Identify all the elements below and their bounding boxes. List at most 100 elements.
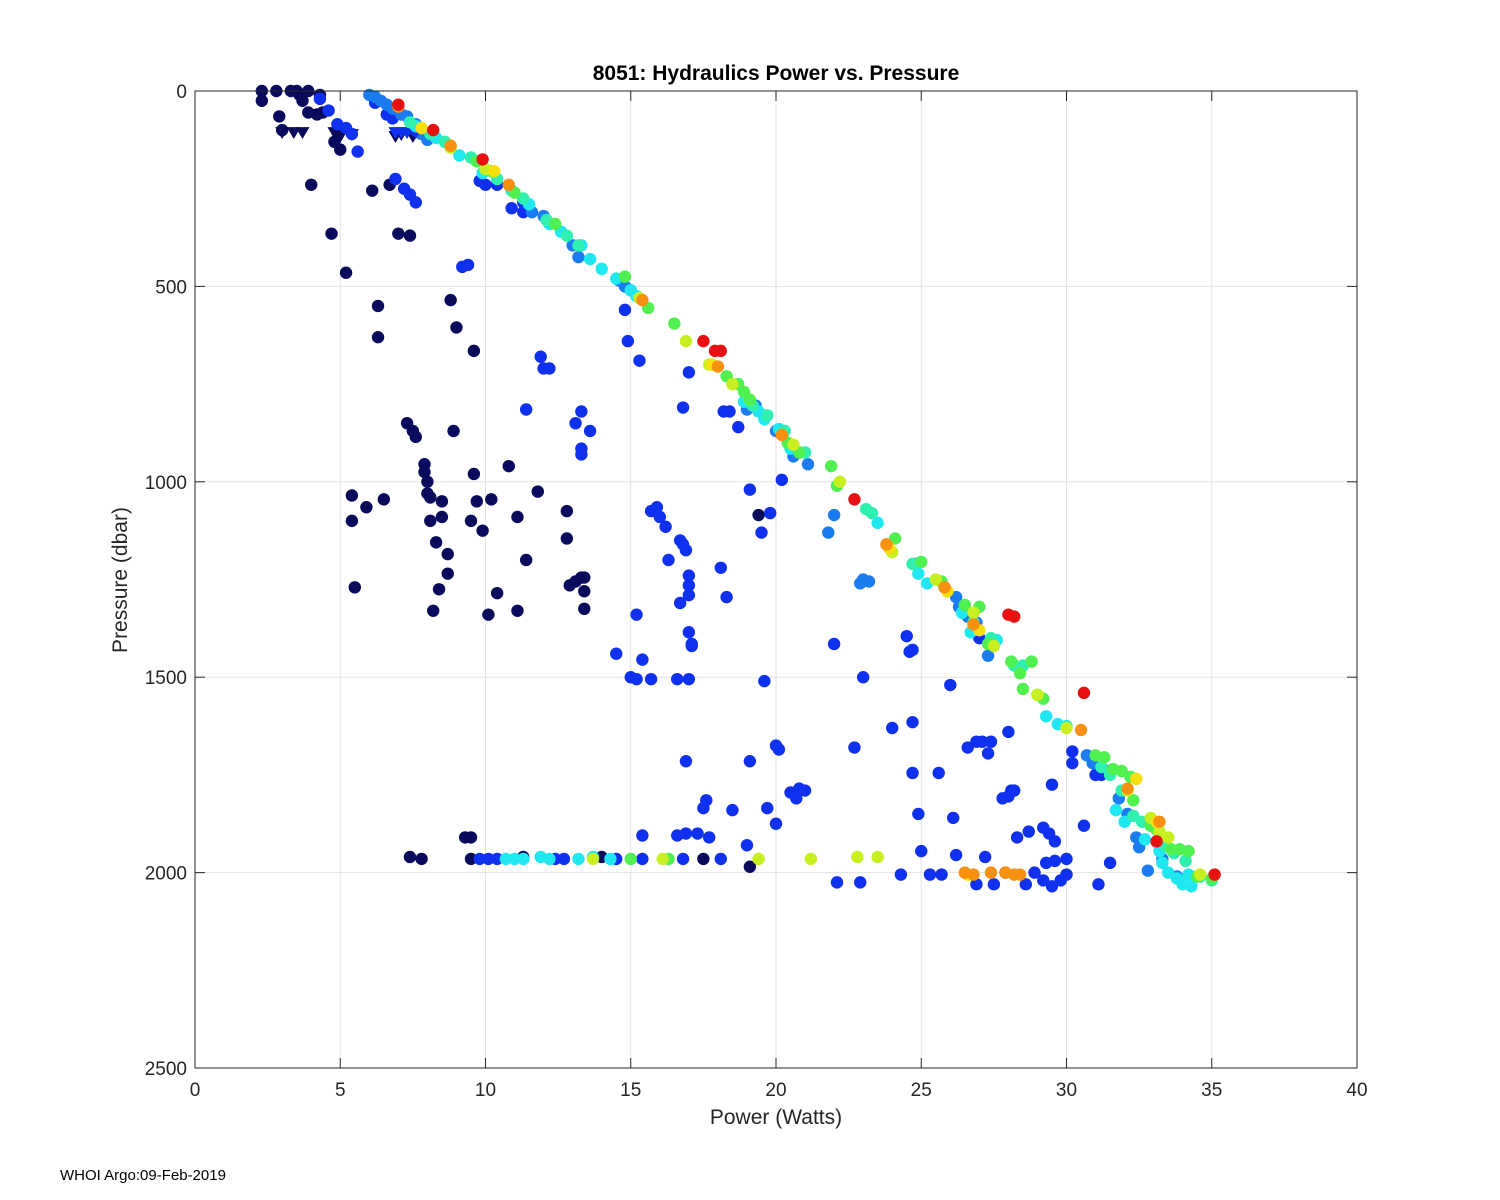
data-point bbox=[702, 831, 716, 844]
data-point bbox=[949, 590, 963, 604]
data-point bbox=[679, 755, 693, 768]
data-point bbox=[763, 506, 777, 520]
data-point bbox=[906, 643, 919, 657]
data-point bbox=[572, 852, 585, 866]
data-point bbox=[743, 755, 757, 768]
data-point bbox=[949, 848, 963, 862]
data-point bbox=[517, 192, 530, 205]
data-point bbox=[583, 424, 597, 438]
data-point bbox=[1161, 831, 1175, 844]
data-point bbox=[906, 715, 919, 729]
data-point bbox=[435, 510, 449, 524]
data-point bbox=[790, 792, 803, 805]
data-point bbox=[752, 508, 765, 522]
data-point bbox=[848, 493, 861, 506]
data-point bbox=[984, 866, 998, 879]
data-point bbox=[720, 590, 733, 604]
y-tick-label: 0 bbox=[176, 82, 187, 103]
data-point bbox=[743, 483, 757, 496]
footer-credit: WHOI Argo:09-Feb-2019 bbox=[60, 1167, 226, 1184]
y-tick-label: 2500 bbox=[145, 1059, 187, 1080]
data-point bbox=[1156, 856, 1169, 870]
y-tick-label: 1500 bbox=[145, 668, 187, 689]
data-point bbox=[967, 618, 980, 631]
data-point bbox=[1121, 782, 1134, 795]
data-point bbox=[313, 92, 327, 106]
data-point bbox=[511, 604, 524, 617]
data-point bbox=[1127, 809, 1140, 823]
data-point bbox=[305, 178, 318, 191]
data-point bbox=[1037, 874, 1050, 887]
data-point bbox=[856, 671, 870, 684]
data-point bbox=[377, 493, 391, 506]
data-point bbox=[915, 555, 928, 569]
data-point bbox=[485, 493, 498, 506]
data-point bbox=[371, 299, 385, 313]
data-point bbox=[273, 110, 286, 123]
data-point bbox=[714, 852, 728, 866]
data-point bbox=[894, 868, 908, 881]
data-point bbox=[682, 579, 696, 592]
data-point bbox=[488, 164, 501, 178]
data-point bbox=[441, 567, 454, 580]
data-point bbox=[880, 538, 893, 551]
data-point bbox=[429, 536, 443, 549]
data-point bbox=[854, 577, 867, 590]
data-point-triangle bbox=[295, 127, 310, 140]
data-point bbox=[1060, 721, 1073, 735]
data-point bbox=[467, 344, 481, 358]
data-point bbox=[1019, 878, 1033, 891]
data-point bbox=[461, 258, 475, 272]
data-point bbox=[1164, 842, 1178, 856]
data-point bbox=[732, 420, 745, 434]
data-point bbox=[578, 571, 591, 584]
x-tick-label: 20 bbox=[765, 1080, 786, 1101]
data-point bbox=[679, 827, 693, 840]
data-point bbox=[824, 459, 838, 473]
data-point bbox=[351, 145, 364, 158]
data-point bbox=[636, 829, 649, 842]
x-tick-label: 30 bbox=[1056, 1080, 1077, 1101]
data-point bbox=[967, 606, 980, 619]
data-point bbox=[432, 583, 446, 596]
data-point bbox=[572, 250, 585, 264]
data-point bbox=[1182, 844, 1195, 858]
data-point bbox=[726, 377, 739, 391]
data-point bbox=[981, 649, 995, 662]
data-point bbox=[255, 94, 269, 107]
data-point bbox=[441, 547, 454, 561]
data-point bbox=[682, 672, 696, 686]
data-point bbox=[761, 409, 774, 422]
data-point bbox=[1066, 756, 1079, 770]
data-point-triangle bbox=[333, 131, 348, 143]
x-tick-label: 15 bbox=[620, 1080, 641, 1101]
data-point bbox=[534, 350, 547, 363]
y-tick-label: 2000 bbox=[145, 864, 187, 885]
data-point bbox=[610, 647, 623, 660]
data-point bbox=[464, 514, 478, 528]
data-point bbox=[984, 735, 998, 748]
data-point bbox=[981, 747, 995, 760]
data-point bbox=[1060, 868, 1073, 881]
data-point bbox=[915, 844, 928, 858]
data-point bbox=[517, 852, 530, 866]
data-point bbox=[676, 401, 690, 414]
data-point bbox=[865, 506, 879, 520]
data-point bbox=[578, 602, 591, 616]
data-point bbox=[1118, 815, 1131, 828]
data-point bbox=[371, 331, 385, 344]
data-point bbox=[636, 852, 649, 866]
data-point bbox=[409, 430, 422, 444]
data-point bbox=[403, 850, 417, 864]
data-point bbox=[595, 262, 608, 276]
data-point bbox=[345, 514, 359, 528]
data-point bbox=[653, 510, 666, 524]
data-point bbox=[743, 860, 757, 873]
data-point bbox=[833, 475, 847, 488]
data-point bbox=[1127, 794, 1140, 807]
data-point bbox=[851, 850, 864, 864]
data-point bbox=[947, 811, 960, 825]
data-point bbox=[1066, 745, 1079, 758]
x-tick-label: 40 bbox=[1346, 1080, 1367, 1101]
data-point bbox=[679, 543, 693, 557]
